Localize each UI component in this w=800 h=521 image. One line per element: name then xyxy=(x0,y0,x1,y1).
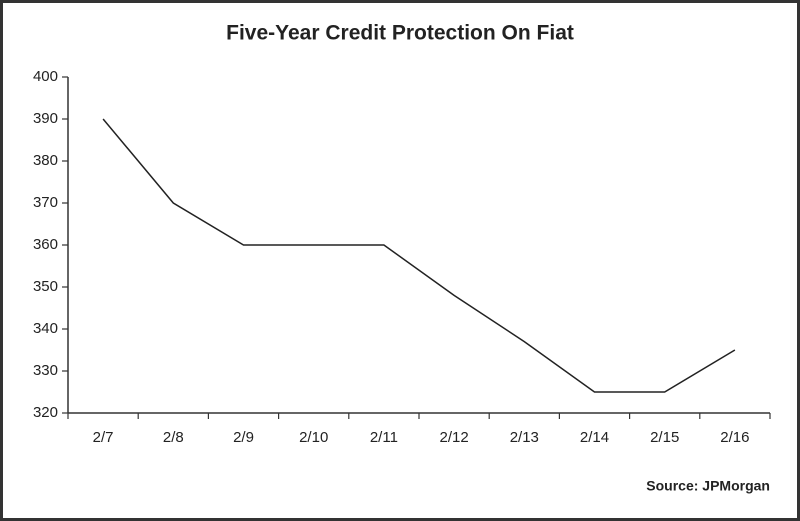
x-tick-label: 2/15 xyxy=(650,429,679,446)
x-tick-label: 2/7 xyxy=(93,429,114,446)
x-tick-label: 2/13 xyxy=(510,429,539,446)
source-note: Source: JPMorgan xyxy=(646,478,770,494)
x-tick-label: 2/9 xyxy=(233,429,254,446)
y-tick-label: 320 xyxy=(33,404,58,421)
y-tick-label: 340 xyxy=(33,320,58,337)
y-tick-label: 360 xyxy=(33,236,58,253)
y-tick-label: 350 xyxy=(33,278,58,295)
x-tick-label: 2/16 xyxy=(720,429,749,446)
chart-title: Five-Year Credit Protection On Fiat xyxy=(226,22,574,45)
x-tick-label: 2/8 xyxy=(163,429,184,446)
y-tick-label: 390 xyxy=(33,110,58,127)
x-tick-label: 2/14 xyxy=(580,429,609,446)
x-tick-label: 2/12 xyxy=(439,429,468,446)
y-tick-label: 330 xyxy=(33,362,58,379)
x-tick-label: 2/10 xyxy=(299,429,328,446)
x-tick-label: 2/11 xyxy=(370,429,398,446)
data-line xyxy=(102,118,736,393)
y-tick-label: 380 xyxy=(33,152,58,169)
y-tick-label: 370 xyxy=(33,194,58,211)
y-tick-label: 400 xyxy=(33,68,58,85)
